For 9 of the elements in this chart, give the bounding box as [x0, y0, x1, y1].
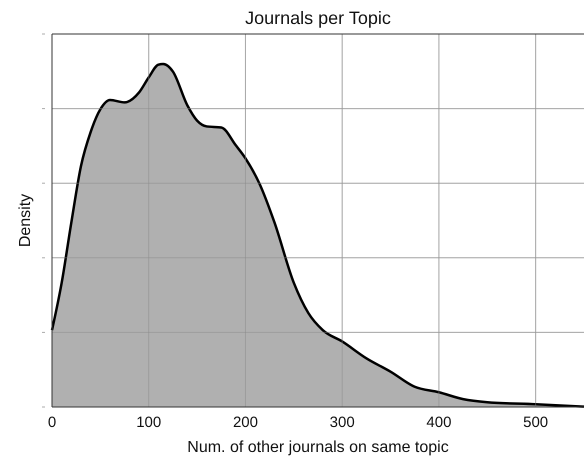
x-tick-label: 100	[136, 414, 162, 431]
x-tick-label: 0	[48, 414, 56, 431]
y-axis-title: Density	[17, 194, 34, 248]
x-tick-label: 400	[426, 414, 452, 431]
x-tick-label: 300	[330, 414, 355, 431]
chart-title: Journals per Topic	[245, 8, 391, 28]
x-tick-label: 200	[232, 414, 258, 431]
x-tick-label: 500	[523, 414, 548, 431]
x-axis-title: Num. of other journals on same topic	[187, 439, 449, 456]
